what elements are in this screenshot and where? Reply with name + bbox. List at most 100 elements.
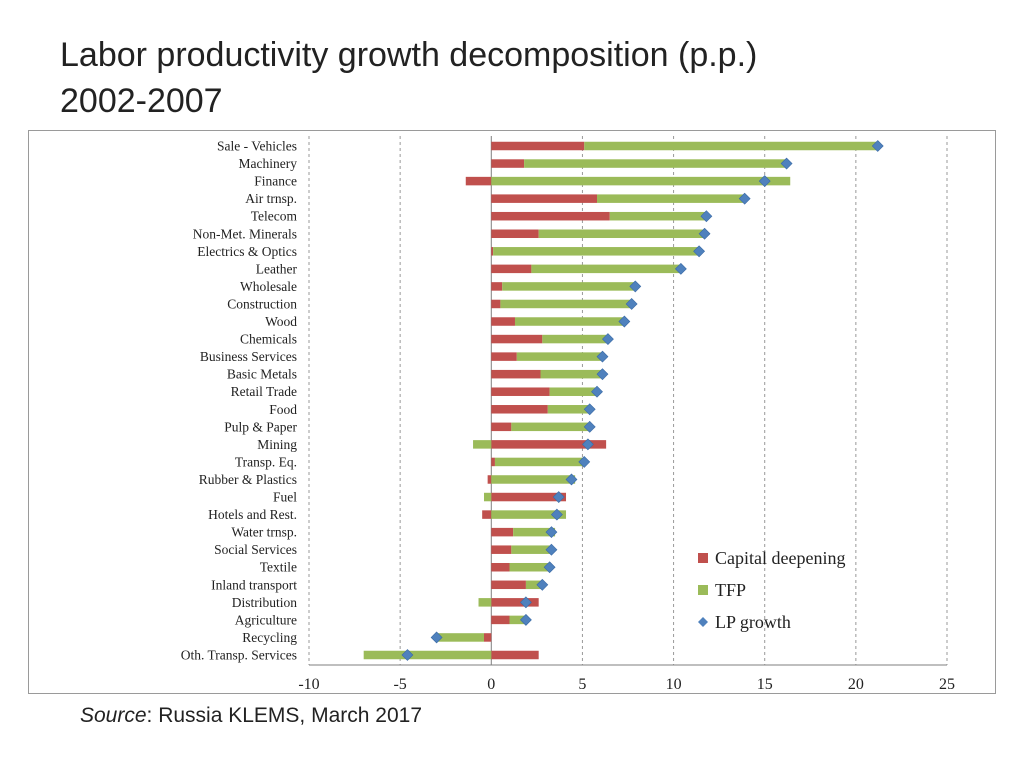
tfp-bar (494, 457, 585, 467)
capital-deepening-bar (491, 282, 503, 291)
category-label: Mining (257, 437, 297, 452)
category-label: Electrics & Optics (197, 244, 297, 259)
capital-deepening-bar (491, 527, 514, 537)
tfp-bar (491, 475, 576, 484)
capital-deepening-bar (483, 633, 492, 642)
tfp-bar (500, 299, 632, 309)
category-label: Recycling (242, 630, 297, 645)
tfp-bar (491, 176, 791, 186)
tfp-bar (524, 159, 787, 168)
lp-growth-marker (536, 578, 549, 591)
source-label: Source (80, 704, 147, 727)
lp-growth-marker (758, 175, 771, 188)
capital-deepening-bar (482, 510, 492, 519)
lp-growth-marker (552, 491, 565, 503)
x-tick-label: 10 (666, 676, 682, 693)
x-tick-label: -10 (298, 676, 319, 693)
lp-growth-marker (693, 245, 706, 258)
tfp-bar (502, 282, 636, 291)
capital-deepening-bar (491, 229, 539, 239)
legend-swatch-lp-growth (698, 617, 708, 627)
x-tick-label: 0 (487, 676, 495, 693)
slide-title-line2: 2002-2007 (60, 82, 223, 120)
tfp-bar (483, 492, 492, 502)
tfp-bar (436, 633, 484, 642)
category-label: Machinery (239, 156, 298, 171)
lp-growth-marker (583, 403, 596, 416)
source-note: Source: Russia KLEMS, March 2017 (80, 704, 422, 728)
tfp-bar (513, 527, 556, 537)
tfp-bar (493, 247, 700, 256)
category-label: Inland transport (211, 577, 297, 592)
legend-label: Capital deepening (715, 548, 845, 568)
tfp-bar (531, 264, 681, 274)
tfp-bar (473, 440, 492, 449)
tfp-bar (491, 510, 567, 519)
tfp-bar (478, 598, 492, 607)
lp-growth-marker (618, 315, 631, 328)
capital-deepening-bar (491, 405, 548, 414)
capital-deepening-bar (491, 352, 517, 361)
capital-deepening-bar (491, 422, 512, 432)
decomposition-chart: -10 -5 0 5 10 15 20 25 Sale - Vehicles Machinery F… (181, 136, 955, 693)
lp-growth-marker (583, 420, 596, 433)
x-tick-label: 15 (757, 676, 773, 693)
lp-growth-marker (578, 456, 591, 468)
tfp-bar (514, 317, 625, 326)
category-label: Finance (254, 174, 297, 189)
source-text: : Russia KLEMS, March 2017 (146, 704, 422, 727)
lp-growth-marker (625, 298, 638, 310)
category-label: Construction (227, 296, 297, 311)
category-label: Textile (260, 560, 297, 575)
capital-deepening-bar (491, 299, 501, 309)
lp-growth-marker (596, 350, 609, 363)
lp-growth-marker (545, 526, 558, 539)
tfp-bar (549, 387, 598, 396)
lp-growth-marker (519, 596, 532, 609)
tfp-bar (597, 194, 745, 203)
lp-growth-marker (698, 227, 711, 240)
capital-deepening-bar (491, 141, 585, 151)
lp-growth-marker (545, 543, 558, 556)
capital-deepening-bar (491, 264, 532, 274)
category-label: Non-Met. Minerals (193, 226, 297, 241)
tfp-bar (363, 650, 492, 660)
capital-deepening-bar (491, 562, 510, 572)
capital-deepening-bar (491, 492, 567, 502)
lp-growth-marker (871, 140, 884, 152)
slide-title-line1: Labor productivity growth decomposition … (60, 36, 758, 74)
capital-deepening-bar (465, 176, 492, 186)
lp-growth-marker (591, 385, 603, 398)
category-label: Rubber & Plastics (199, 472, 297, 487)
legend-swatch-capital-deepening (698, 553, 708, 563)
capital-deepening-bar (491, 211, 610, 221)
legend-swatch-tfp (698, 585, 708, 595)
lp-growth-marker (780, 157, 793, 170)
tfp-bar (511, 422, 590, 432)
lp-growth-marker (602, 333, 614, 345)
chart-frame: -10 -5 0 5 10 15 20 25 Sale - Vehicles Machinery F… (28, 130, 996, 694)
tfp-bar (542, 334, 608, 344)
category-label: Distribution (232, 595, 298, 610)
lp-growth-marker (629, 280, 642, 293)
lp-growth-marker (738, 192, 751, 205)
lp-growth-marker (700, 210, 713, 223)
category-label: Chemicals (240, 332, 297, 347)
legend-label: TFP (715, 580, 746, 600)
capital-deepening-bar (491, 615, 510, 625)
tfp-bar (547, 405, 590, 414)
category-label: Sale - Vehicles (217, 139, 297, 154)
lp-growth-marker (430, 631, 443, 644)
category-label: Air trnsp. (245, 191, 297, 206)
category-label: Pulp & Paper (224, 419, 297, 434)
legend-label: LP growth (715, 612, 791, 632)
category-label: Leather (256, 261, 298, 276)
capital-deepening-bar (491, 317, 515, 326)
capital-deepening-bar (491, 194, 598, 203)
capital-deepening-bar (491, 650, 539, 660)
category-label: Telecom (251, 209, 298, 224)
capital-deepening-bar (491, 545, 512, 554)
tfp-bar (516, 352, 603, 361)
capital-deepening-bar (491, 598, 539, 607)
category-label: Water trnsp. (231, 525, 297, 540)
